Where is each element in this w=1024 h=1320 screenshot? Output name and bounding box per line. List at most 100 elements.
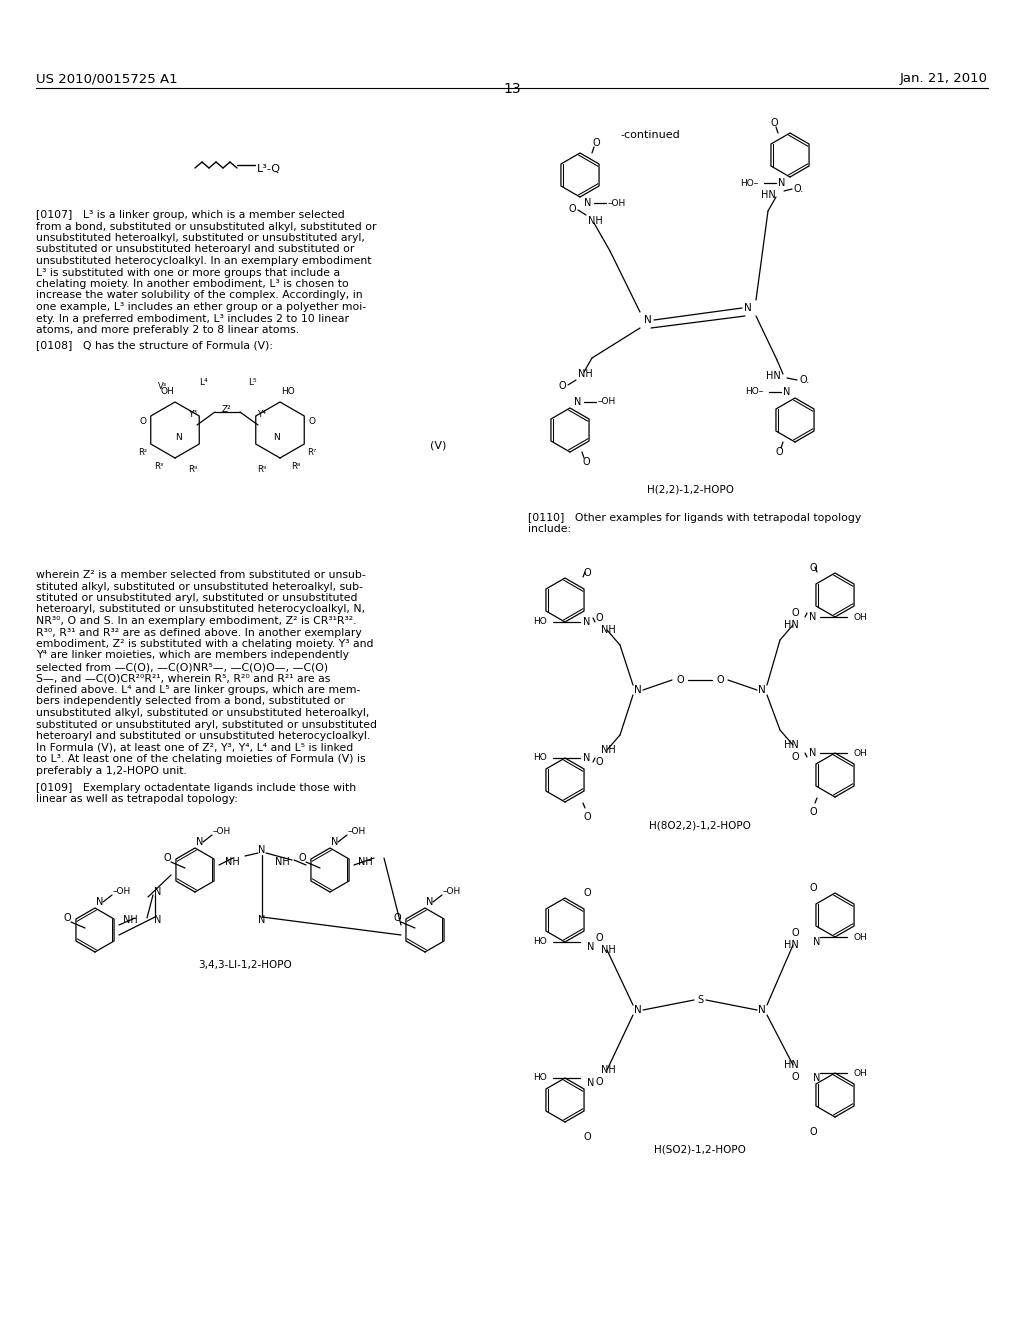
Text: –OH: –OH [598,397,616,407]
Text: O: O [595,756,603,767]
Text: R³⁰, R³¹ and R³² are as defined above. In another exemplary: R³⁰, R³¹ and R³² are as defined above. I… [36,627,361,638]
Text: Y⁴ are linker moieties, which are members independently: Y⁴ are linker moieties, which are member… [36,651,349,660]
Text: N: N [778,178,785,187]
Text: O: O [308,417,315,426]
Text: O: O [809,807,817,817]
Text: OH: OH [853,612,866,622]
Text: HO–: HO– [739,178,758,187]
Text: O: O [393,913,400,923]
Text: O: O [809,1127,817,1137]
Text: bers independently selected from a bond, substituted or: bers independently selected from a bond,… [36,697,345,706]
Text: defined above. L⁴ and L⁵ are linker groups, which are mem-: defined above. L⁴ and L⁵ are linker grou… [36,685,360,696]
Text: stituted or unsubstituted aryl, substituted or unsubstituted: stituted or unsubstituted aryl, substitu… [36,593,357,603]
Text: linear as well as tetrapodal topology:: linear as well as tetrapodal topology: [36,795,238,804]
Text: N: N [634,1005,642,1015]
Text: HN: HN [784,741,799,750]
Text: O: O [139,417,146,426]
Text: N: N [155,915,162,925]
Text: include:: include: [528,524,571,535]
Text: N: N [809,612,817,622]
Text: unsubstituted alkyl, substituted or unsubstituted heteroalkyl,: unsubstituted alkyl, substituted or unsu… [36,708,370,718]
Text: O: O [298,853,306,863]
Text: N: N [587,1078,594,1088]
Text: N: N [273,433,281,442]
Text: O: O [716,675,724,685]
Text: O: O [558,381,566,391]
Text: O: O [770,117,778,128]
Text: –OH: –OH [348,828,367,837]
Text: [0109]   Exemplary octadentate ligands include those with: [0109] Exemplary octadentate ligands inc… [36,783,356,793]
Text: to L³. At least one of the chelating moieties of Formula (V) is: to L³. At least one of the chelating moi… [36,754,366,764]
Text: O: O [163,853,171,863]
Text: –OH: –OH [213,828,231,837]
Text: R⁹: R⁹ [257,465,266,474]
Text: N: N [175,433,181,442]
Text: HO: HO [534,754,547,763]
Text: N: N [809,748,817,758]
Text: N: N [783,387,791,397]
Text: R⁸: R⁸ [292,462,301,471]
Text: NH: NH [275,857,290,867]
Text: N: N [197,837,204,847]
Text: N: N [155,887,162,898]
Text: N: N [644,315,652,325]
Text: O: O [792,752,799,762]
Text: N: N [758,685,766,696]
Text: H(8O2,2)-1,2-HOPO: H(8O2,2)-1,2-HOPO [649,820,751,830]
Text: NH: NH [358,857,373,867]
Text: O: O [595,1077,603,1086]
Text: increase the water solubility of the complex. Accordingly, in: increase the water solubility of the com… [36,290,362,301]
Text: embodiment, Z² is substituted with a chelating moiety. Y³ and: embodiment, Z² is substituted with a che… [36,639,374,649]
Text: HN: HN [784,1060,799,1071]
Text: HN: HN [784,940,799,950]
Text: O: O [584,568,591,578]
Text: [0108]   Q has the structure of Formula (V):: [0108] Q has the structure of Formula (V… [36,341,273,351]
Text: NH: NH [578,370,593,379]
Text: L³ is substituted with one or more groups that include a: L³ is substituted with one or more group… [36,268,340,277]
Text: O: O [63,913,71,923]
Text: O: O [775,447,782,457]
Text: heteroaryl and substituted or unsubstituted heterocycloalkyl.: heteroaryl and substituted or unsubstitu… [36,731,371,741]
Text: R³: R³ [155,462,164,471]
Text: N: N [813,937,820,946]
Text: O: O [595,933,603,942]
Text: unsubstituted heteroalkyl, substituted or unsubstituted aryl,: unsubstituted heteroalkyl, substituted o… [36,234,365,243]
Text: NH: NH [601,1065,615,1074]
Text: NH: NH [588,216,603,226]
Text: R⁹: R⁹ [188,465,198,474]
Text: R²: R² [138,447,147,457]
Text: selected from —C(O), —C(O)NR⁵—, —C(O)O—, —C(O): selected from —C(O), —C(O)NR⁵—, —C(O)O—,… [36,663,328,672]
Text: H(SO2)-1,2-HOPO: H(SO2)-1,2-HOPO [654,1144,745,1155]
Text: preferably a 1,2-HOPO unit.: preferably a 1,2-HOPO unit. [36,766,186,776]
Text: O: O [568,205,575,214]
Text: HO: HO [534,1073,547,1082]
Text: O.: O. [799,375,809,385]
Text: N: N [813,1073,820,1082]
Text: ety. In a preferred embodiment, L³ includes 2 to 10 linear: ety. In a preferred embodiment, L³ inclu… [36,314,349,323]
Text: OH: OH [160,388,174,396]
Text: [0107]   L³ is a linker group, which is a member selected: [0107] L³ is a linker group, which is a … [36,210,345,220]
Text: Y⁴: Y⁴ [257,411,266,418]
Text: N: N [574,397,582,407]
Text: O: O [583,457,590,467]
Text: O: O [584,888,591,898]
Text: O: O [792,609,799,618]
Text: HO–: HO– [744,388,763,396]
Text: OH: OH [853,932,866,941]
Text: S—, and —C(O)CR²⁰R²¹, wherein R⁵, R²⁰ and R²¹ are as: S—, and —C(O)CR²⁰R²¹, wherein R⁵, R²⁰ an… [36,673,331,684]
Text: OH: OH [853,748,866,758]
Text: N: N [634,685,642,696]
Text: O: O [592,139,600,148]
Text: In Formula (V), at least one of Z², Y³, Y⁴, L⁴ and L⁵ is linked: In Formula (V), at least one of Z², Y³, … [36,742,353,752]
Text: NH: NH [601,744,615,755]
Text: HN: HN [766,371,781,381]
Text: –OH: –OH [443,887,461,896]
Text: substituted or unsubstituted aryl, substituted or unsubstituted: substituted or unsubstituted aryl, subst… [36,719,377,730]
Text: O: O [792,1072,799,1082]
Text: -continued: -continued [620,129,680,140]
Text: (V): (V) [430,440,446,450]
Text: atoms, and more preferably 2 to 8 linear atoms.: atoms, and more preferably 2 to 8 linear… [36,325,299,335]
Text: N: N [258,915,265,925]
Text: Jan. 21, 2010: Jan. 21, 2010 [900,73,988,84]
Text: N: N [584,752,591,763]
